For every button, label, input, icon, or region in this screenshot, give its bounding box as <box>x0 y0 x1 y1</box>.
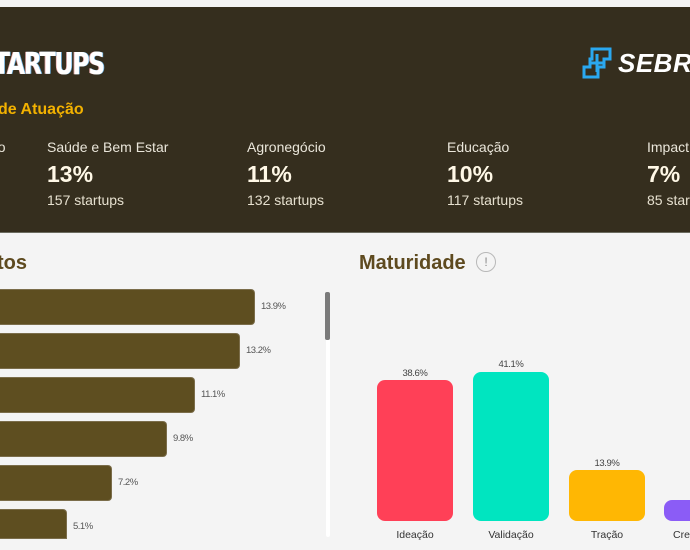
vbar-category: Cre... <box>673 529 690 541</box>
hbar-value: 13.2% <box>246 345 271 356</box>
hbar-3[interactable] <box>0 378 194 412</box>
vbar-category: Tração <box>590 529 624 541</box>
scrollbar-track[interactable] <box>326 292 330 537</box>
stat-count: 85 star <box>647 192 690 208</box>
stat-label: Agronegócio <box>247 139 326 155</box>
header-banner: TARTUPS de Atuação SEBR ão Saúde e Bem E… <box>0 7 690 233</box>
hbar-4[interactable] <box>0 422 166 456</box>
hbar-value: 13.9% <box>261 301 286 312</box>
stat-card-cut: ão <box>0 139 6 155</box>
sebrae-logo-icon <box>582 47 612 79</box>
stat-label: ão <box>0 139 6 155</box>
hbar-value: 11.1% <box>201 389 225 400</box>
stat-card-educacao: Educação 10% 117 startups <box>447 139 523 208</box>
left-section-title: tos <box>0 252 27 274</box>
stat-label: Educação <box>447 139 510 155</box>
hbar-value: 5.1% <box>73 521 93 532</box>
hbar-2[interactable] <box>0 334 239 368</box>
hbar-value: 7.2% <box>118 477 138 488</box>
vbar-value: 38.6% <box>402 368 428 379</box>
stat-percent: 7% <box>647 161 681 187</box>
stat-card-impacto: Impact 7% 85 star <box>647 139 690 208</box>
vbar-category: Validação <box>488 529 534 541</box>
stat-card-saude: Saúde e Bem Estar 13% 157 startups <box>47 139 168 208</box>
logo-text: SEBR <box>618 47 690 78</box>
vbar-value: 13.9% <box>594 458 620 469</box>
stat-percent: 10% <box>447 161 494 187</box>
stat-label: Impact <box>647 139 690 155</box>
hbar-1[interactable] <box>0 290 254 324</box>
hbar-6[interactable] <box>0 510 66 538</box>
vbar-validacao[interactable] <box>473 372 549 521</box>
hbar-5[interactable] <box>0 466 111 500</box>
stat-count: 132 startups <box>247 192 325 208</box>
stat-card-agronegocio: Agronegócio 11% 132 startups <box>247 139 326 208</box>
vbar-category: Ideação <box>396 529 434 541</box>
vbar-ideacao[interactable] <box>377 380 453 521</box>
vbar-value: 41.1% <box>498 359 524 370</box>
stat-count: 157 startups <box>47 192 125 208</box>
info-icon[interactable]: ! <box>476 252 496 272</box>
section-subtitle: de Atuação <box>0 101 84 118</box>
vbar-tracao[interactable] <box>569 470 645 521</box>
hbar-value: 9.8% <box>173 433 193 444</box>
maturidade-title: Maturidade <box>359 252 466 274</box>
sebrae-logo: SEBR <box>580 47 690 79</box>
stat-percent: 11% <box>247 161 292 187</box>
vbar-crescimento[interactable] <box>664 500 690 521</box>
stat-count: 117 startups <box>447 192 524 208</box>
page-title: TARTUPS <box>0 47 105 82</box>
stat-label: Saúde e Bem Estar <box>47 139 169 155</box>
stat-percent: 13% <box>47 161 94 187</box>
scrollbar-thumb[interactable] <box>325 292 330 340</box>
